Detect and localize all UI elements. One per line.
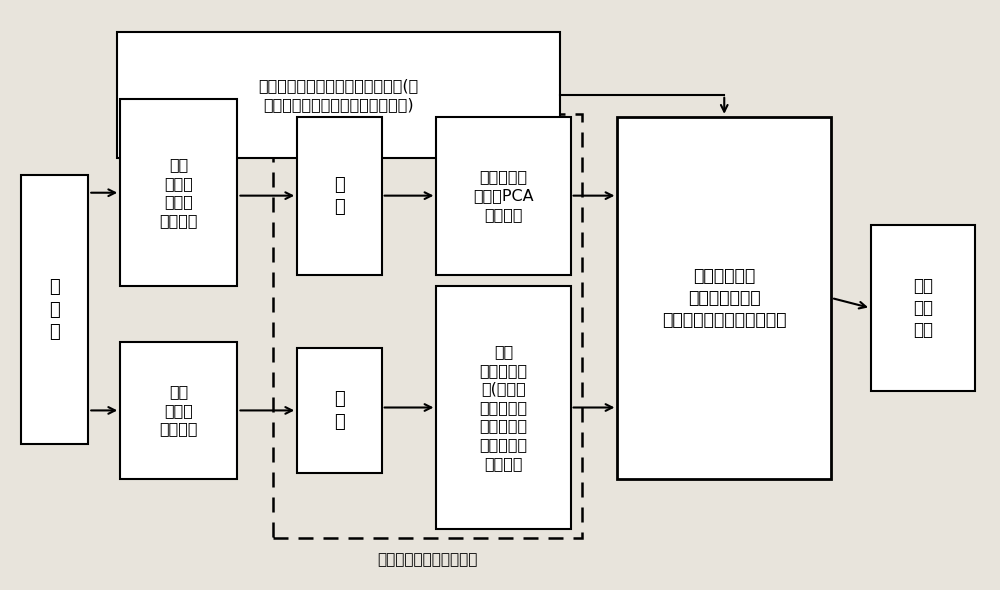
- Bar: [436, 117, 571, 274]
- Text: 涡流
传感器
（两个）: 涡流 传感器 （两个）: [160, 384, 198, 437]
- Text: 信号处理及特征提取模块: 信号处理及特征提取模块: [377, 552, 478, 567]
- Text: 能耗检测用训练样本离线获取模块(采
用国标规定方法离线获取训练样本): 能耗检测用训练样本离线获取模块(采 用国标规定方法离线获取训练样本): [258, 78, 419, 112]
- Bar: [120, 342, 237, 479]
- Bar: [273, 114, 582, 537]
- Bar: [297, 348, 382, 473]
- Text: 基于神经网络
的分类识别模块
（可采用多权值神经网络）: 基于神经网络 的分类识别模块 （可采用多权值神经网络）: [662, 267, 786, 329]
- Bar: [21, 175, 88, 444]
- Bar: [871, 225, 975, 391]
- Bar: [120, 99, 237, 286]
- Text: 对信号进行
四元数PCA
特征提取: 对信号进行 四元数PCA 特征提取: [473, 169, 534, 222]
- Bar: [297, 117, 382, 274]
- Text: 通
风
机: 通 风 机: [49, 278, 60, 341]
- Text: 三轴
加速度
传感器
（三个）: 三轴 加速度 传感器 （三个）: [160, 158, 198, 228]
- Text: 能耗
级别
分类: 能耗 级别 分类: [913, 277, 933, 339]
- Text: 去
噪: 去 噪: [334, 391, 345, 431]
- Text: 轴心
轨迹特征提
取(几何尺
寸特征，或
灰度直方图
特征，或纹
理特征）: 轴心 轨迹特征提 取(几何尺 寸特征，或 灰度直方图 特征，或纹 理特征）: [479, 344, 528, 471]
- Bar: [117, 32, 560, 158]
- Text: 去
噪: 去 噪: [334, 176, 345, 216]
- Bar: [617, 117, 831, 479]
- Bar: [436, 286, 571, 529]
